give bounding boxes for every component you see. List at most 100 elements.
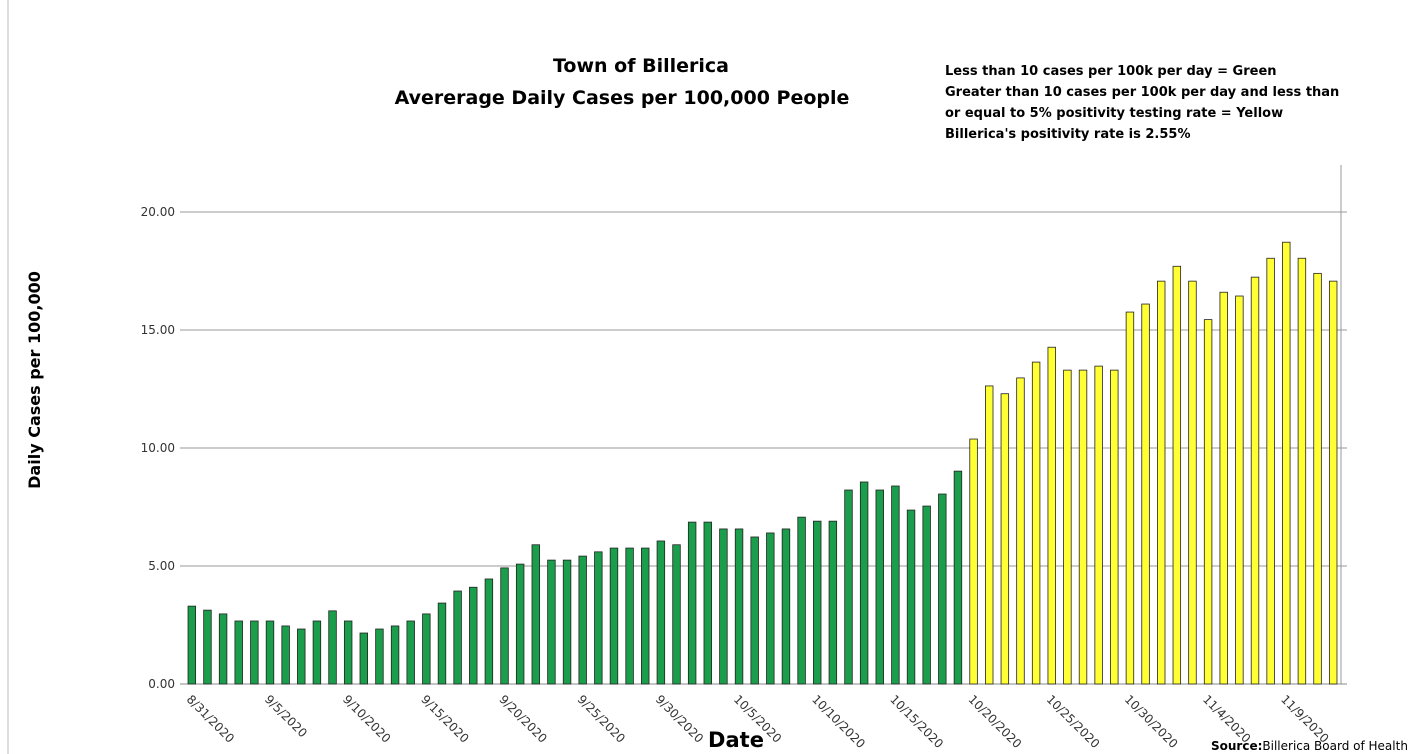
bar bbox=[609, 547, 619, 685]
bar bbox=[938, 493, 947, 685]
bar bbox=[797, 516, 806, 685]
x-tick-label: 9/20/2020 bbox=[496, 692, 549, 745]
bar bbox=[484, 578, 494, 685]
bar bbox=[1203, 319, 1213, 685]
bar bbox=[1110, 369, 1119, 685]
bar bbox=[422, 613, 431, 685]
bar bbox=[1172, 265, 1182, 685]
bar bbox=[625, 547, 634, 685]
bar bbox=[906, 509, 916, 685]
bar bbox=[234, 620, 243, 685]
bar bbox=[312, 620, 322, 685]
bar bbox=[1063, 369, 1072, 685]
bar bbox=[500, 567, 509, 685]
bar bbox=[953, 470, 963, 685]
bar bbox=[1250, 276, 1260, 685]
y-tick-label: 15.00 bbox=[141, 323, 175, 337]
bar bbox=[1313, 272, 1322, 685]
bar bbox=[844, 489, 853, 685]
x-tick-label: 9/5/2020 bbox=[262, 692, 310, 740]
x-tick-label: 9/30/2020 bbox=[653, 692, 706, 745]
bar bbox=[250, 620, 259, 685]
bar bbox=[1266, 257, 1275, 685]
x-tick-label: 10/20/2020 bbox=[965, 692, 1024, 751]
bar bbox=[969, 438, 978, 685]
y-tick-label: 10.00 bbox=[141, 441, 175, 455]
bar bbox=[1094, 365, 1103, 685]
chart-title: Town of Billerica bbox=[553, 55, 729, 77]
bar bbox=[1282, 241, 1291, 685]
bar bbox=[1219, 291, 1228, 685]
bar bbox=[781, 528, 791, 685]
bar bbox=[1328, 280, 1338, 685]
chart-title: Avererage Daily Cases per 100,000 People bbox=[395, 87, 850, 109]
x-tick-label: 11/4/2020 bbox=[1200, 692, 1253, 745]
bar bbox=[703, 521, 712, 685]
bar bbox=[641, 547, 650, 685]
source-text: Billerica Board of Health bbox=[1262, 739, 1408, 753]
bar bbox=[328, 610, 337, 685]
bar bbox=[672, 544, 681, 685]
bar bbox=[719, 528, 728, 685]
bar bbox=[1297, 257, 1307, 685]
bar bbox=[281, 625, 290, 685]
x-tick-label: 9/25/2020 bbox=[575, 692, 628, 745]
bar bbox=[750, 536, 759, 685]
x-tick-label: 9/15/2020 bbox=[418, 692, 471, 745]
bar bbox=[813, 520, 822, 685]
source-label: Source: bbox=[1211, 739, 1262, 753]
bar bbox=[469, 586, 478, 685]
bar bbox=[1047, 346, 1056, 685]
x-axis-label: Date bbox=[708, 728, 764, 752]
annotation: or equal to 5% positivity testing rate =… bbox=[945, 106, 1283, 121]
bar bbox=[375, 628, 384, 685]
bar bbox=[1125, 311, 1135, 685]
bar bbox=[1016, 377, 1025, 685]
bar bbox=[828, 520, 838, 685]
bar bbox=[922, 505, 931, 685]
annotation: Billerica's positivity rate is 2.55% bbox=[945, 127, 1191, 142]
y-tick-label: 5.00 bbox=[148, 559, 175, 573]
bar bbox=[1188, 280, 1197, 685]
bar bbox=[1156, 280, 1166, 685]
bar bbox=[859, 481, 869, 685]
bar bbox=[734, 528, 744, 685]
bar bbox=[891, 485, 900, 685]
bar bbox=[562, 559, 572, 685]
bar bbox=[515, 563, 525, 685]
y-tick-label: 20.00 bbox=[141, 205, 175, 219]
bar bbox=[578, 555, 587, 685]
bar bbox=[594, 551, 603, 685]
y-tick-label: 0.00 bbox=[148, 677, 175, 691]
y-axis-label: Daily Cases per 100,000 bbox=[25, 271, 44, 489]
bar bbox=[406, 620, 415, 685]
bar bbox=[1031, 361, 1041, 685]
x-tick-label: 10/10/2020 bbox=[809, 692, 868, 751]
bar bbox=[1078, 369, 1088, 685]
x-tick-label: 10/25/2020 bbox=[1044, 692, 1103, 751]
bar bbox=[187, 605, 197, 685]
bar bbox=[531, 544, 540, 685]
bar bbox=[297, 628, 306, 685]
bar bbox=[390, 625, 400, 685]
bar bbox=[1141, 303, 1150, 685]
bar bbox=[547, 559, 556, 685]
bar bbox=[656, 540, 666, 685]
bar bbox=[453, 590, 462, 685]
bar bbox=[437, 602, 447, 685]
annotation: Greater than 10 cases per 100k per day a… bbox=[945, 85, 1339, 100]
bar bbox=[343, 620, 353, 685]
bar bbox=[1235, 295, 1244, 685]
bar bbox=[1000, 393, 1010, 685]
bar bbox=[875, 489, 884, 685]
bar bbox=[687, 521, 697, 685]
annotation: Less than 10 cases per 100k per day = Gr… bbox=[945, 64, 1277, 79]
bar bbox=[985, 385, 994, 685]
source: Source:Billerica Board of Health bbox=[1211, 739, 1408, 753]
x-tick-label: 10/15/2020 bbox=[887, 692, 946, 751]
x-tick-label: 10/30/2020 bbox=[1122, 692, 1181, 751]
bar bbox=[359, 632, 369, 685]
x-tick-label: 9/10/2020 bbox=[340, 692, 393, 745]
bar bbox=[766, 532, 775, 685]
